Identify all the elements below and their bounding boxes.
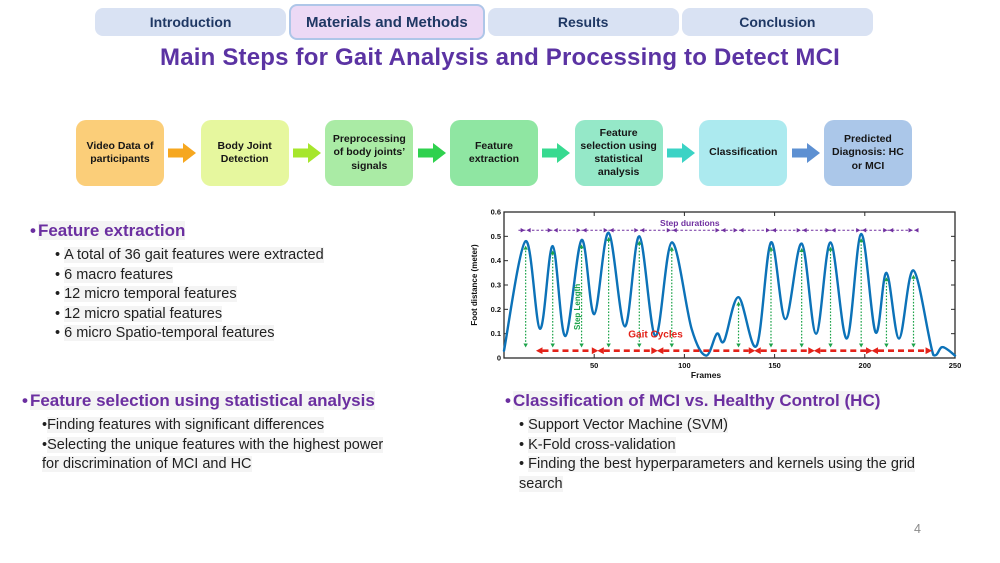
flow-step-label: Preprocessing of body joints’ signals (332, 133, 406, 172)
section-classification: Classification of MCI vs. Healthy Contro… (505, 391, 950, 494)
svg-text:50: 50 (590, 361, 598, 370)
tab-bar: Introduction Materials and Methods Resul… (95, 4, 873, 41)
page-number: 4 (914, 522, 921, 536)
tab-conclusion[interactable]: Conclusion (681, 8, 873, 36)
svg-text:150: 150 (768, 361, 781, 370)
svg-text:Frames: Frames (691, 370, 722, 380)
page-title: Main Steps for Gait Analysis and Process… (160, 44, 840, 71)
flow-arrow-icon (542, 141, 571, 165)
list-item: K-Fold cross-validation (519, 436, 950, 456)
flow-arrow-icon (791, 141, 820, 165)
section-heading-text: Classification of MCI vs. Healthy Contro… (512, 391, 881, 410)
svg-text:0.1: 0.1 (491, 329, 501, 338)
svg-text:250: 250 (949, 361, 962, 370)
svg-text:100: 100 (678, 361, 691, 370)
list-item: A total of 36 gait features were extract… (55, 246, 470, 266)
tab-materials-and-methods[interactable]: Materials and Methods (289, 4, 485, 40)
section-heading-text: Feature selection using statistical anal… (29, 391, 375, 410)
tab-results[interactable]: Results (487, 8, 679, 36)
bullet-list: Finding features with significant differ… (22, 416, 400, 475)
flow-arrow-icon (292, 141, 321, 165)
flow-arrow-icon (168, 141, 197, 165)
svg-text:200: 200 (859, 361, 872, 370)
flow-step-body-joint-detection: Body Joint Detection (200, 120, 289, 186)
list-item: 12 micro temporal features (55, 285, 470, 305)
svg-text:0.6: 0.6 (491, 208, 501, 217)
svg-text:0.4: 0.4 (491, 256, 502, 265)
flow-step-feature-extraction: Feature extraction (449, 120, 538, 186)
section-heading-text: Feature extraction (37, 221, 186, 240)
section-heading: Feature extraction (30, 221, 470, 241)
tab-introduction[interactable]: Introduction (95, 8, 287, 36)
bullet-list: A total of 36 gait features were extract… (30, 246, 470, 344)
svg-text:Foot distance (meter): Foot distance (meter) (470, 244, 479, 326)
gait-analysis-figure: 0 0.1 0.2 0.3 0.4 0.5 0.6 50 100 150 200 250 Frames F… (468, 200, 965, 382)
list-item: Selecting the unique features with the h… (42, 436, 400, 475)
list-item: Support Vector Machine (SVM) (519, 416, 950, 436)
flow-step-label: Classification (709, 146, 778, 159)
svg-text:Gait Cycles: Gait Cycles (628, 329, 683, 340)
flow-step-label: Video Data of participants (86, 139, 154, 165)
svg-text:0.2: 0.2 (491, 305, 501, 314)
gait-analysis-chart: 0 0.1 0.2 0.3 0.4 0.5 0.6 50 100 150 200 250 Frames F… (470, 208, 962, 381)
svg-text:0: 0 (497, 354, 501, 363)
svg-text:0.5: 0.5 (491, 232, 501, 241)
list-item: Finding the best hyperparameters and ker… (519, 455, 950, 494)
flow-arrow-icon (666, 141, 695, 165)
section-feature-extraction: Feature extraction A total of 36 gait fe… (30, 221, 470, 344)
bullet-list: Support Vector Machine (SVM) K-Fold cros… (505, 416, 950, 494)
svg-text:Step durations: Step durations (660, 218, 720, 228)
flow-step-video-data: Video Data of participants (76, 120, 164, 186)
flow-step-predicted-diagnosis: Predicted Diagnosis: HC or MCI (823, 120, 912, 186)
section-feature-selection: Feature selection using statistical anal… (22, 391, 400, 475)
flow-step-label: Feature extraction (468, 139, 520, 165)
flow-step-label: Feature selection using statistical anal… (580, 126, 657, 179)
flow-step-feature-selection: Feature selection using statistical anal… (574, 120, 663, 186)
list-item: 12 micro spatial features (55, 305, 470, 325)
flow-step-label: Body Joint Detection (217, 139, 272, 165)
flow-arrow-icon (417, 141, 446, 165)
list-item: Finding features with significant differ… (42, 416, 400, 436)
flow-step-label: Predicted Diagnosis: HC or MCI (832, 133, 904, 172)
flow-step-preprocessing: Preprocessing of body joints’ signals (325, 120, 414, 186)
list-item: 6 micro Spatio-temporal features (55, 324, 470, 344)
flow-step-classification: Classification (699, 120, 788, 186)
flowchart: Video Data of participants Body Joint De… (76, 120, 912, 186)
list-item: 6 macro features (55, 266, 470, 286)
section-heading: Feature selection using statistical anal… (22, 391, 400, 411)
section-heading: Classification of MCI vs. Healthy Contro… (505, 391, 950, 411)
svg-text:0.3: 0.3 (491, 281, 501, 290)
svg-text:Step Length: Step Length (573, 284, 582, 330)
